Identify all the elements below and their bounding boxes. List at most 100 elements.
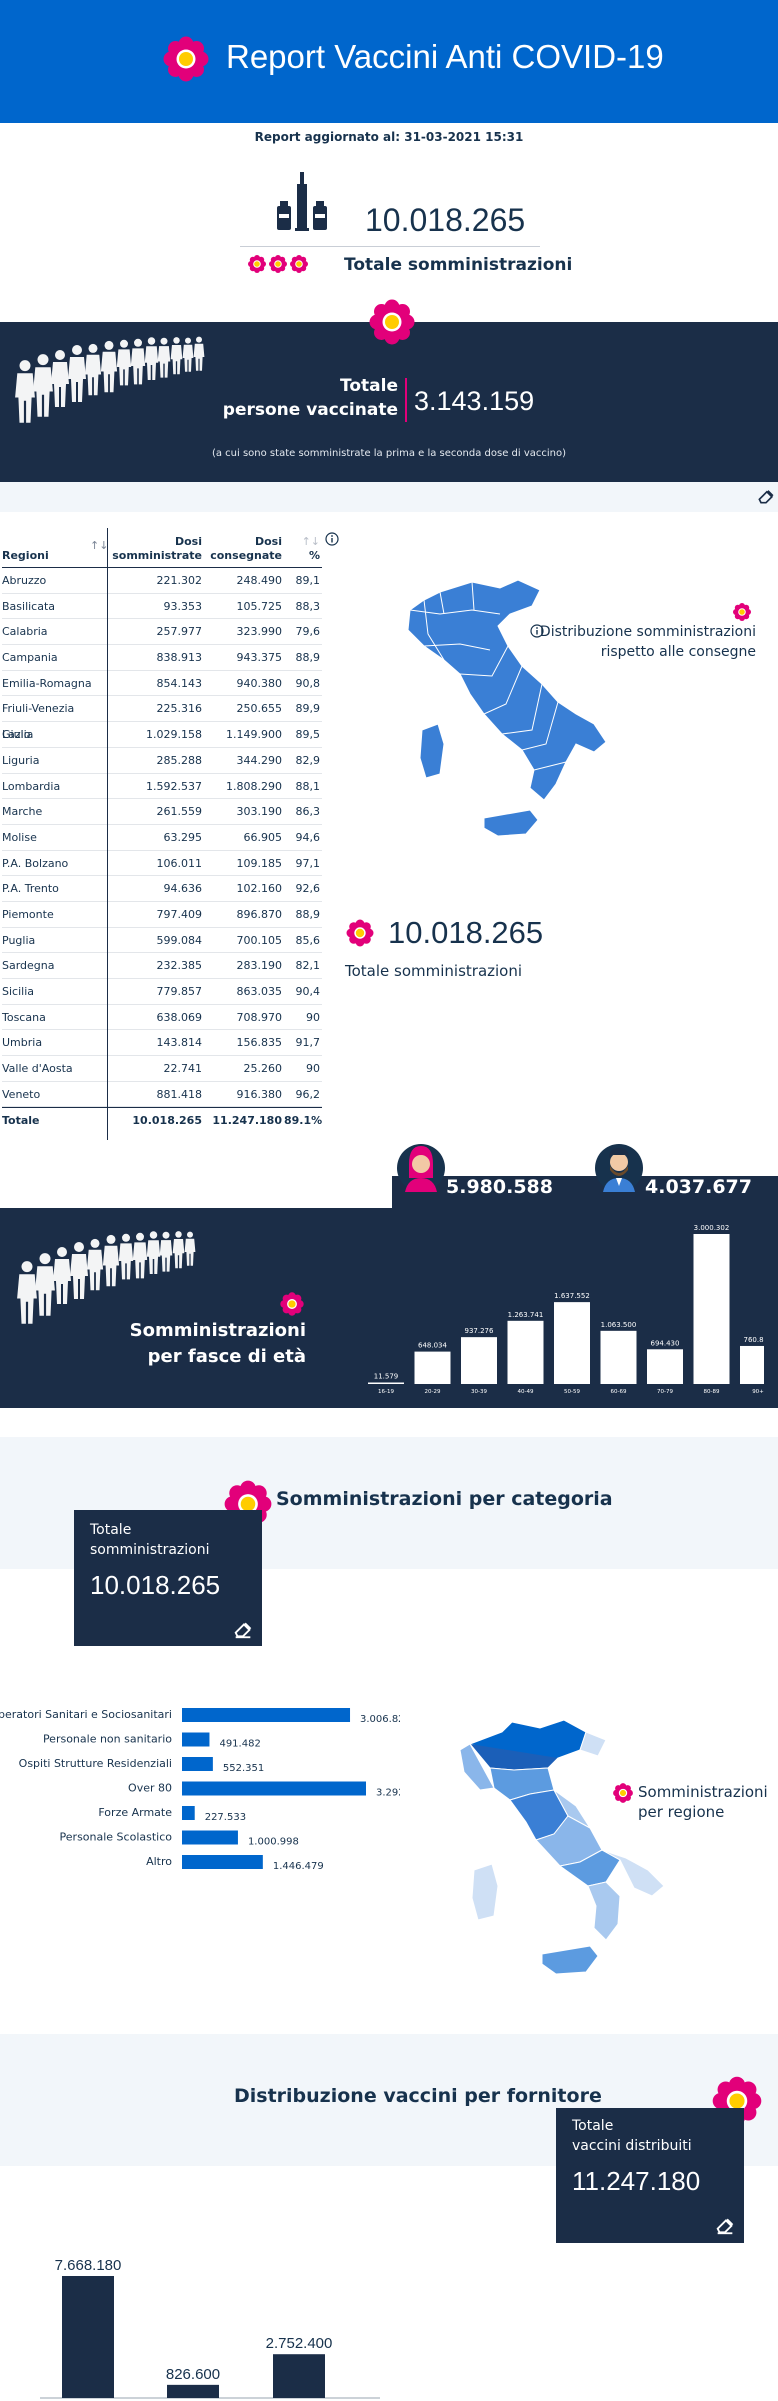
column-header-administered[interactable]: Dosi somministrate (108, 535, 202, 563)
header-line: % (308, 549, 320, 562)
cell-delivered: 323.990 (236, 625, 283, 639)
age-bar (600, 1330, 637, 1384)
map-regions-caption: Somministrazioni per regione (638, 1782, 768, 1822)
cell-region: Marche (2, 805, 43, 819)
cell-delivered: 109.185 (236, 856, 283, 870)
cell-region: Lazio (2, 728, 31, 742)
cell-region: Piemonte (2, 907, 54, 921)
column-header-delivered[interactable]: Dosi consegnate (206, 535, 282, 563)
age-value-label: 1.263.741 (508, 1311, 544, 1319)
total-region: Totale (2, 1114, 40, 1128)
cell-administered: 221.302 (156, 574, 203, 587)
eraser-icon[interactable] (714, 2214, 736, 2236)
italy-map-distribution[interactable] (380, 574, 610, 844)
age-value-label: 1.637.552 (554, 1292, 590, 1300)
cell-delivered: 102.160 (236, 882, 283, 896)
category-label: Ospiti Strutture Residenziali (19, 1757, 172, 1770)
cell-pct: 79,6 (295, 625, 321, 639)
table-row: Piemonte 797.409 896.870 88,9 (2, 902, 322, 928)
eraser-icon[interactable] (756, 486, 776, 506)
total-administrations-number-2: 10.018.265 (388, 915, 544, 950)
cell-region: Calabria (2, 625, 48, 639)
cell-delivered: 303.190 (236, 805, 283, 819)
eraser-icon[interactable] (232, 1618, 254, 1640)
category-bar (182, 1732, 210, 1747)
cell-administered: 106.011 (156, 856, 203, 870)
cell-pct: 90 (306, 1062, 320, 1076)
total-administrations-label: Totale somministrazioni (344, 255, 573, 275)
category-bar-chart: Operatori Sanitari e Sociosanitari 3.006.… (0, 1708, 400, 1872)
table-row: Liguria 285.288 344.290 82,9 (2, 748, 322, 774)
sort-icon: ↑↓ (301, 535, 320, 548)
table-body: Abruzzo 221.302 248.490 89,1 Basilicata 93.35… (2, 568, 322, 1108)
flower-icon (279, 1291, 305, 1317)
box-label-line2: somministrazioni (90, 1542, 210, 1558)
cell-region: Puglia (2, 933, 36, 947)
cell-region: Umbria (2, 1036, 43, 1050)
cell-administered: 1.592.537 (146, 779, 202, 793)
age-value-label: 1.063.500 (601, 1321, 637, 1329)
column-header-region[interactable]: Regioni (2, 549, 49, 562)
cell-region: Emilia-Romagna (2, 676, 92, 690)
category-bar (182, 1781, 366, 1796)
table-row: Puglia 599.084 700.105 85,6 (2, 928, 322, 954)
total-administered: 10.018.265 (132, 1114, 202, 1128)
sort-icon[interactable]: ↑↓ (90, 539, 109, 552)
cell-pct: 89,1 (295, 574, 321, 587)
age-bar (693, 1234, 730, 1384)
supplier-value-label: 2.752.400 (266, 2335, 333, 2352)
cell-administered: 225.316 (156, 702, 203, 716)
table-row: Lombardia 1.592.537 1.808.290 88,1 (2, 774, 322, 800)
table-row: Marche 261.559 303.190 86,3 (2, 799, 322, 825)
cell-pct: 94,6 (295, 830, 321, 844)
vaccinated-label: Totale persone vaccinate (190, 374, 398, 422)
header-line: Dosi (174, 535, 202, 548)
caption-line2: per regione (638, 1803, 725, 1821)
cell-administered: 1.029.158 (146, 728, 202, 742)
flower-icon (289, 254, 309, 274)
age-category-label: 20-29 (425, 1389, 441, 1395)
cell-delivered: 708.970 (236, 1010, 283, 1024)
table-row: Valle d'Aosta 22.741 25.260 90 (2, 1056, 322, 1082)
cell-delivered: 700.105 (236, 933, 283, 947)
cell-region: Friuli-Venezia Giulia (2, 702, 75, 742)
cell-delivered: 250.655 (236, 702, 283, 716)
cell-pct: 88,9 (295, 651, 321, 665)
vaccinated-number: 3.143.159 (414, 386, 535, 416)
cell-pct: 88,1 (295, 779, 321, 793)
cell-delivered: 896.870 (236, 907, 283, 921)
italy-map-regions[interactable] (430, 1710, 670, 1990)
header-line: somministrate (112, 549, 202, 562)
age-category-label: 30-39 (471, 1389, 487, 1395)
cell-administered: 94.636 (163, 882, 203, 896)
table-row: Emilia-Romagna 854.143 940.380 90,8 (2, 671, 322, 697)
age-value-label: 648.034 (418, 1342, 447, 1350)
flower-icon (345, 918, 375, 948)
column-header-pct[interactable]: ↑↓ % (284, 535, 320, 563)
age-value-label: 3.000.302 (694, 1224, 730, 1232)
cell-pct: 88,9 (295, 907, 321, 921)
age-bar (740, 1345, 764, 1384)
category-label: Altro (146, 1855, 172, 1868)
supplier-bar (273, 2354, 325, 2398)
age-chart-title: Somministrazioni per fasce di età (120, 1318, 306, 1370)
cell-region: Sicilia (2, 985, 34, 998)
caption-line1: Somministrazioni (638, 1783, 768, 1801)
cell-delivered: 943.375 (236, 651, 283, 665)
cell-pct: 97,1 (295, 856, 321, 870)
supplier-bar (167, 2384, 219, 2398)
divider (240, 246, 540, 247)
cell-region: P.A. Bolzano (2, 856, 69, 870)
cell-administered: 257.977 (156, 625, 203, 639)
info-icon[interactable] (530, 624, 544, 638)
caption-line1: Distribuzione somministrazioni (539, 624, 756, 640)
table-row: Toscana 638.069 708.970 90 (2, 1005, 322, 1031)
cell-region: P.A. Trento (2, 882, 59, 896)
info-icon[interactable] (325, 532, 339, 546)
category-box-number: 10.018.265 (90, 1570, 221, 1600)
supplier-box-label: Totale vaccini distribuiti (572, 2116, 732, 2156)
gender-band (392, 1176, 778, 1210)
male-administrations: 4.037.677 (645, 1176, 752, 1198)
cell-region: Veneto (2, 1087, 41, 1101)
cell-pct: 82,9 (295, 753, 321, 767)
